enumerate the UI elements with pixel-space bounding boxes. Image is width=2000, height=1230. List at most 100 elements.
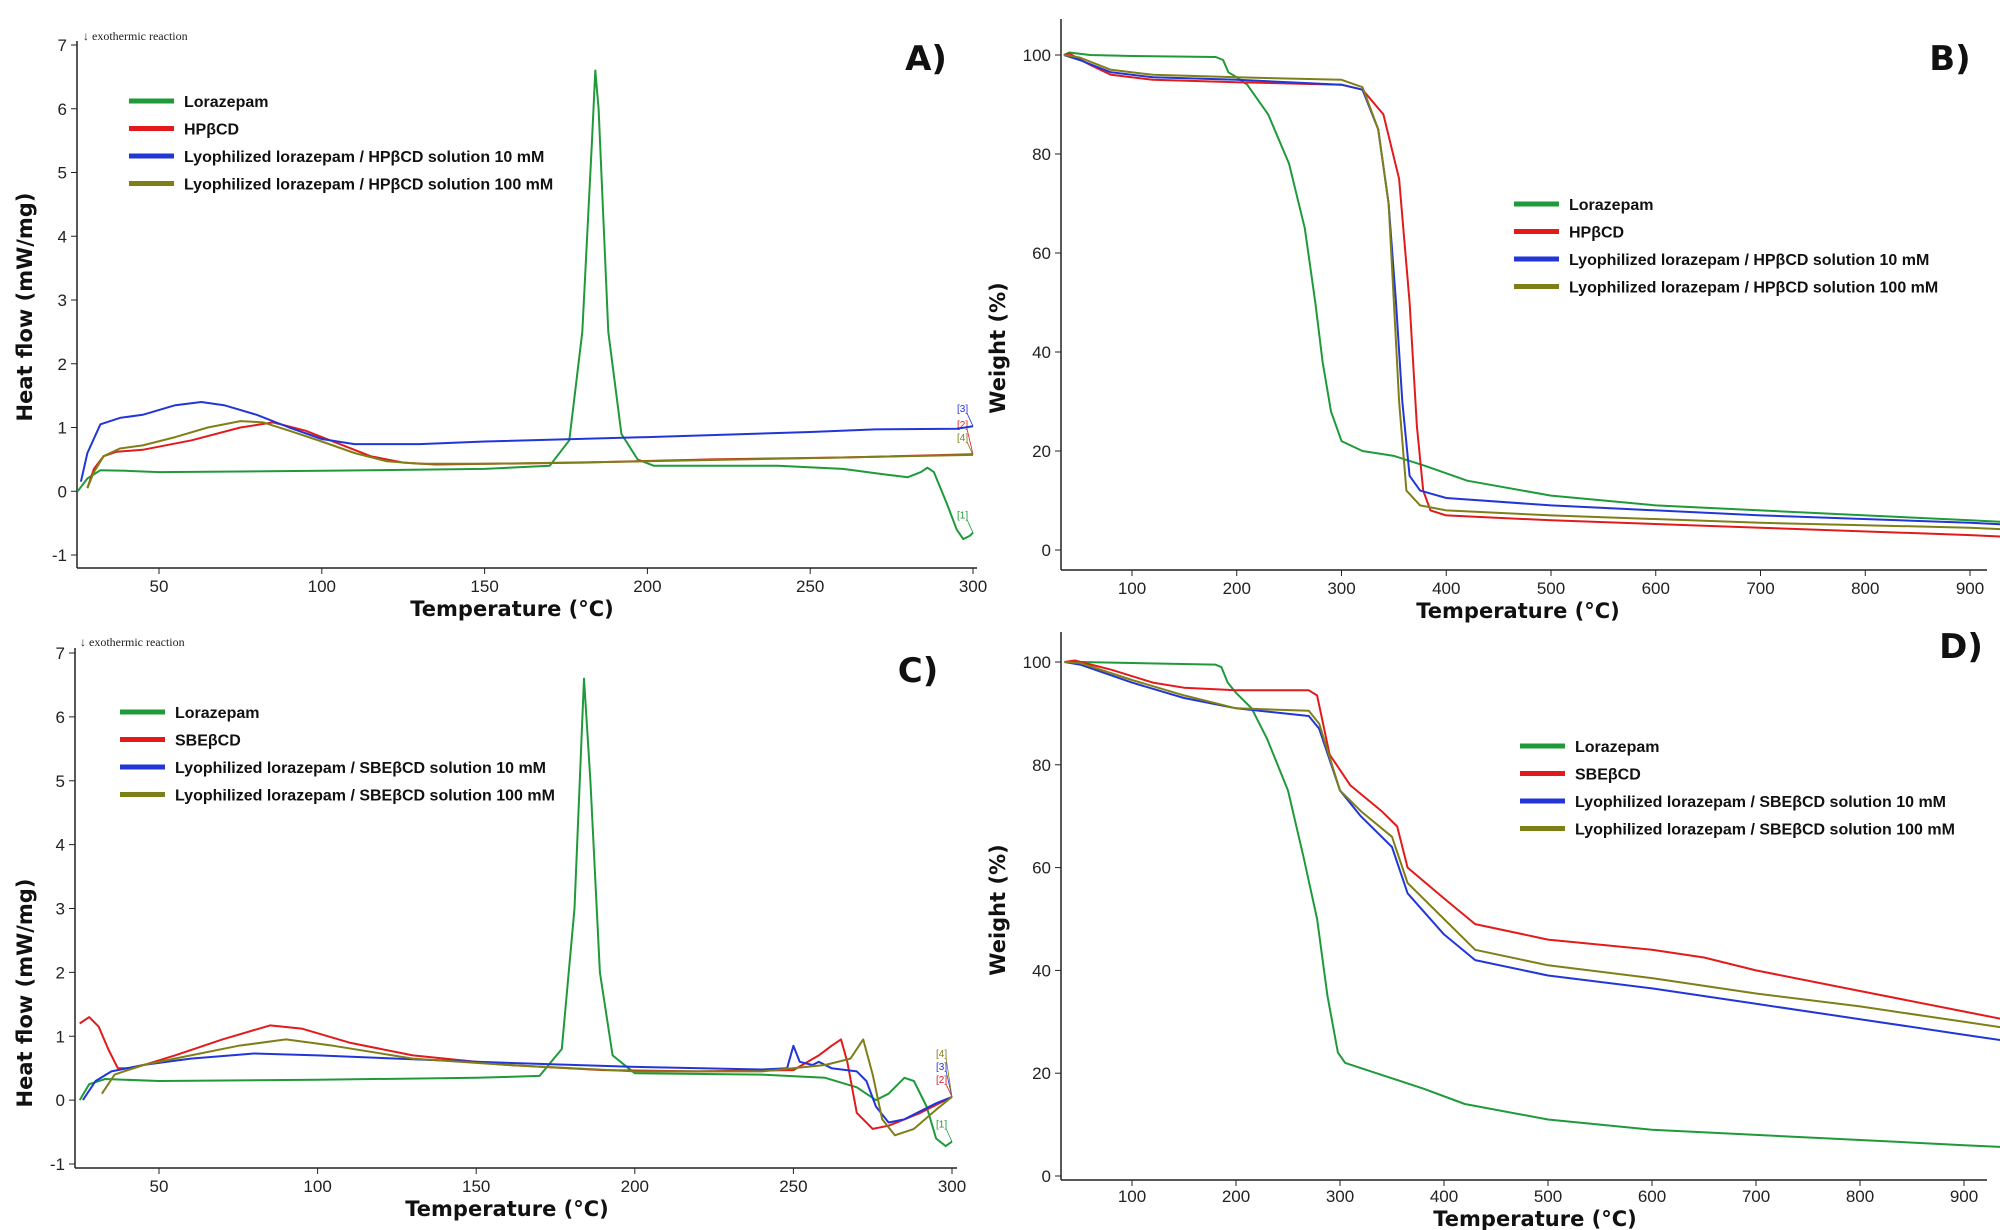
- legend-label: Lyophilized lorazepam / SBEβCD solution …: [175, 788, 555, 805]
- panel-c: 50 100 150 200 250 300 -1 0 1 2 3 4 5 6 7 Temperature (…: [13, 635, 966, 1221]
- series-line-lyo100: [1064, 661, 2000, 1029]
- y-tick-label: 80: [1032, 145, 1051, 164]
- exothermic-annotation: ↓ exothermic reaction: [83, 29, 188, 43]
- series-line-lorazepam: [1064, 661, 2000, 1148]
- x-tick-label: 50: [150, 1177, 169, 1196]
- y-tick-label: 80: [1032, 756, 1051, 775]
- x-tick-label: 200: [621, 1177, 649, 1196]
- y-tick-label: 100: [1023, 653, 1051, 672]
- panel-d: 100 200 300 400 500 600 700 800 900 0 20 40 60 80 100 T…: [986, 627, 2000, 1230]
- x-tick-label: 500: [1537, 579, 1565, 598]
- legend-label: Lyophilized lorazepam / SBEβCD solution …: [1575, 822, 1955, 839]
- x-tick-label: 600: [1638, 1187, 1666, 1206]
- series-end-marker: [2]: [957, 420, 968, 431]
- x-tick-label: 700: [1742, 1187, 1770, 1206]
- y-tick-label: 2: [58, 355, 67, 374]
- series-end-leader: [966, 441, 974, 456]
- x-tick-label: 200: [1222, 1187, 1250, 1206]
- legend-label: Lorazepam: [1569, 197, 1653, 214]
- legend-label: Lyophilized lorazepam / SBEβCD solution …: [1575, 794, 1946, 811]
- x-tick-label: 900: [1956, 579, 1984, 598]
- y-tick-label: 7: [58, 36, 67, 55]
- y-tick-label: 7: [56, 644, 65, 663]
- series-line-lyo100: [86, 420, 974, 489]
- x-tick-label: 600: [1642, 579, 1670, 598]
- x-tick-label: 400: [1430, 1187, 1458, 1206]
- series-end-leader: [945, 1083, 953, 1098]
- series-line-lyo100: [101, 1038, 953, 1137]
- x-axis-title: Temperature (°C): [1433, 1207, 1636, 1230]
- x-tick-label: 200: [1223, 579, 1251, 598]
- series-end-leader: [945, 1057, 953, 1097]
- y-tick-label: 5: [58, 164, 67, 183]
- y-tick-label: 100: [1023, 46, 1051, 65]
- series-end-leader: [966, 519, 974, 533]
- y-tick-label: 4: [56, 836, 65, 855]
- x-tick-label: 100: [1118, 1187, 1146, 1206]
- legend-label: Lorazepam: [184, 94, 268, 111]
- x-tick-label: 100: [1118, 579, 1146, 598]
- y-axis-title: Heat flow (mW/mg): [13, 193, 37, 422]
- panel-b: 100 200 300 400 500 600 700 800 900 0 20 40 60 80 100 T…: [986, 19, 2000, 623]
- series-line-lyo10: [82, 1044, 953, 1124]
- x-tick-label: 800: [1851, 579, 1879, 598]
- series-end-leader: [945, 1128, 953, 1142]
- series-line-cd: [79, 1016, 953, 1130]
- y-tick-label: -1: [50, 1155, 65, 1174]
- y-tick-label: 6: [56, 708, 65, 727]
- series-line-lyo10: [79, 401, 974, 482]
- y-tick-label: 60: [1032, 244, 1051, 263]
- legend-label: Lyophilized lorazepam / HPβCD solution 1…: [1569, 280, 1938, 297]
- y-tick-label: 3: [56, 900, 65, 919]
- y-tick-label: 2: [56, 963, 65, 982]
- legend-label: SBEβCD: [175, 733, 241, 750]
- y-tick-label: 3: [58, 291, 67, 310]
- x-tick-label: 300: [1326, 1187, 1354, 1206]
- series-line-lorazepam: [78, 677, 953, 1148]
- x-tick-label: 100: [303, 1177, 331, 1196]
- series-end-marker: [3]: [936, 1062, 947, 1073]
- series-line-lyo10: [1064, 661, 2000, 1042]
- y-tick-label: 1: [58, 419, 67, 438]
- x-tick-label: 200: [633, 577, 661, 596]
- legend-label: HPβCD: [1569, 225, 1624, 242]
- x-tick-label: 400: [1432, 579, 1460, 598]
- legend-label: Lorazepam: [175, 705, 259, 722]
- x-tick-label: 150: [462, 1177, 490, 1196]
- series-end-marker: [1]: [957, 511, 968, 522]
- x-tick-label: 50: [150, 577, 169, 596]
- series-end-marker: [3]: [957, 404, 968, 415]
- series-line-lyo100: [1063, 54, 2000, 531]
- series-end-marker: [4]: [936, 1049, 947, 1060]
- legend-label: HPβCD: [184, 122, 239, 139]
- x-axis-title: Temperature (°C): [410, 597, 613, 621]
- y-tick-label: 0: [1042, 541, 1051, 560]
- y-tick-label: 6: [58, 100, 67, 119]
- x-axis-title: Temperature (°C): [1416, 599, 1619, 623]
- y-axis-title: Weight (%): [986, 282, 1010, 413]
- legend-label: Lorazepam: [1575, 739, 1659, 756]
- x-tick-label: 250: [796, 577, 824, 596]
- series-line-cd: [86, 421, 974, 489]
- legend-label: Lyophilized lorazepam / HPβCD solution 1…: [1569, 252, 1929, 269]
- x-axis-title: Temperature (°C): [405, 1197, 608, 1221]
- series-end-marker: [2]: [936, 1075, 947, 1086]
- x-tick-label: 300: [959, 577, 987, 596]
- y-tick-label: 5: [56, 772, 65, 791]
- y-tick-label: 60: [1032, 859, 1051, 878]
- x-tick-label: 150: [470, 577, 498, 596]
- series-line-lorazepam: [1063, 51, 2000, 523]
- legend-label: Lyophilized lorazepam / SBEβCD solution …: [175, 760, 546, 777]
- panel-label: D): [1939, 627, 1983, 667]
- y-tick-label: -1: [52, 546, 67, 565]
- legend-label: Lyophilized lorazepam / HPβCD solution 1…: [184, 177, 553, 194]
- series-end-marker: [1]: [936, 1120, 947, 1131]
- series-line-cd: [1063, 52, 2000, 538]
- panel-label: B): [1929, 39, 1970, 79]
- x-tick-label: 900: [1950, 1187, 1978, 1206]
- panel-a: 50 100 150 200 250 300 -1 0 1 2 3 4 5 6 7 Temperature (…: [13, 29, 987, 621]
- series-end-leader: [966, 428, 974, 455]
- y-tick-label: 20: [1032, 442, 1051, 461]
- y-tick-label: 4: [58, 227, 67, 246]
